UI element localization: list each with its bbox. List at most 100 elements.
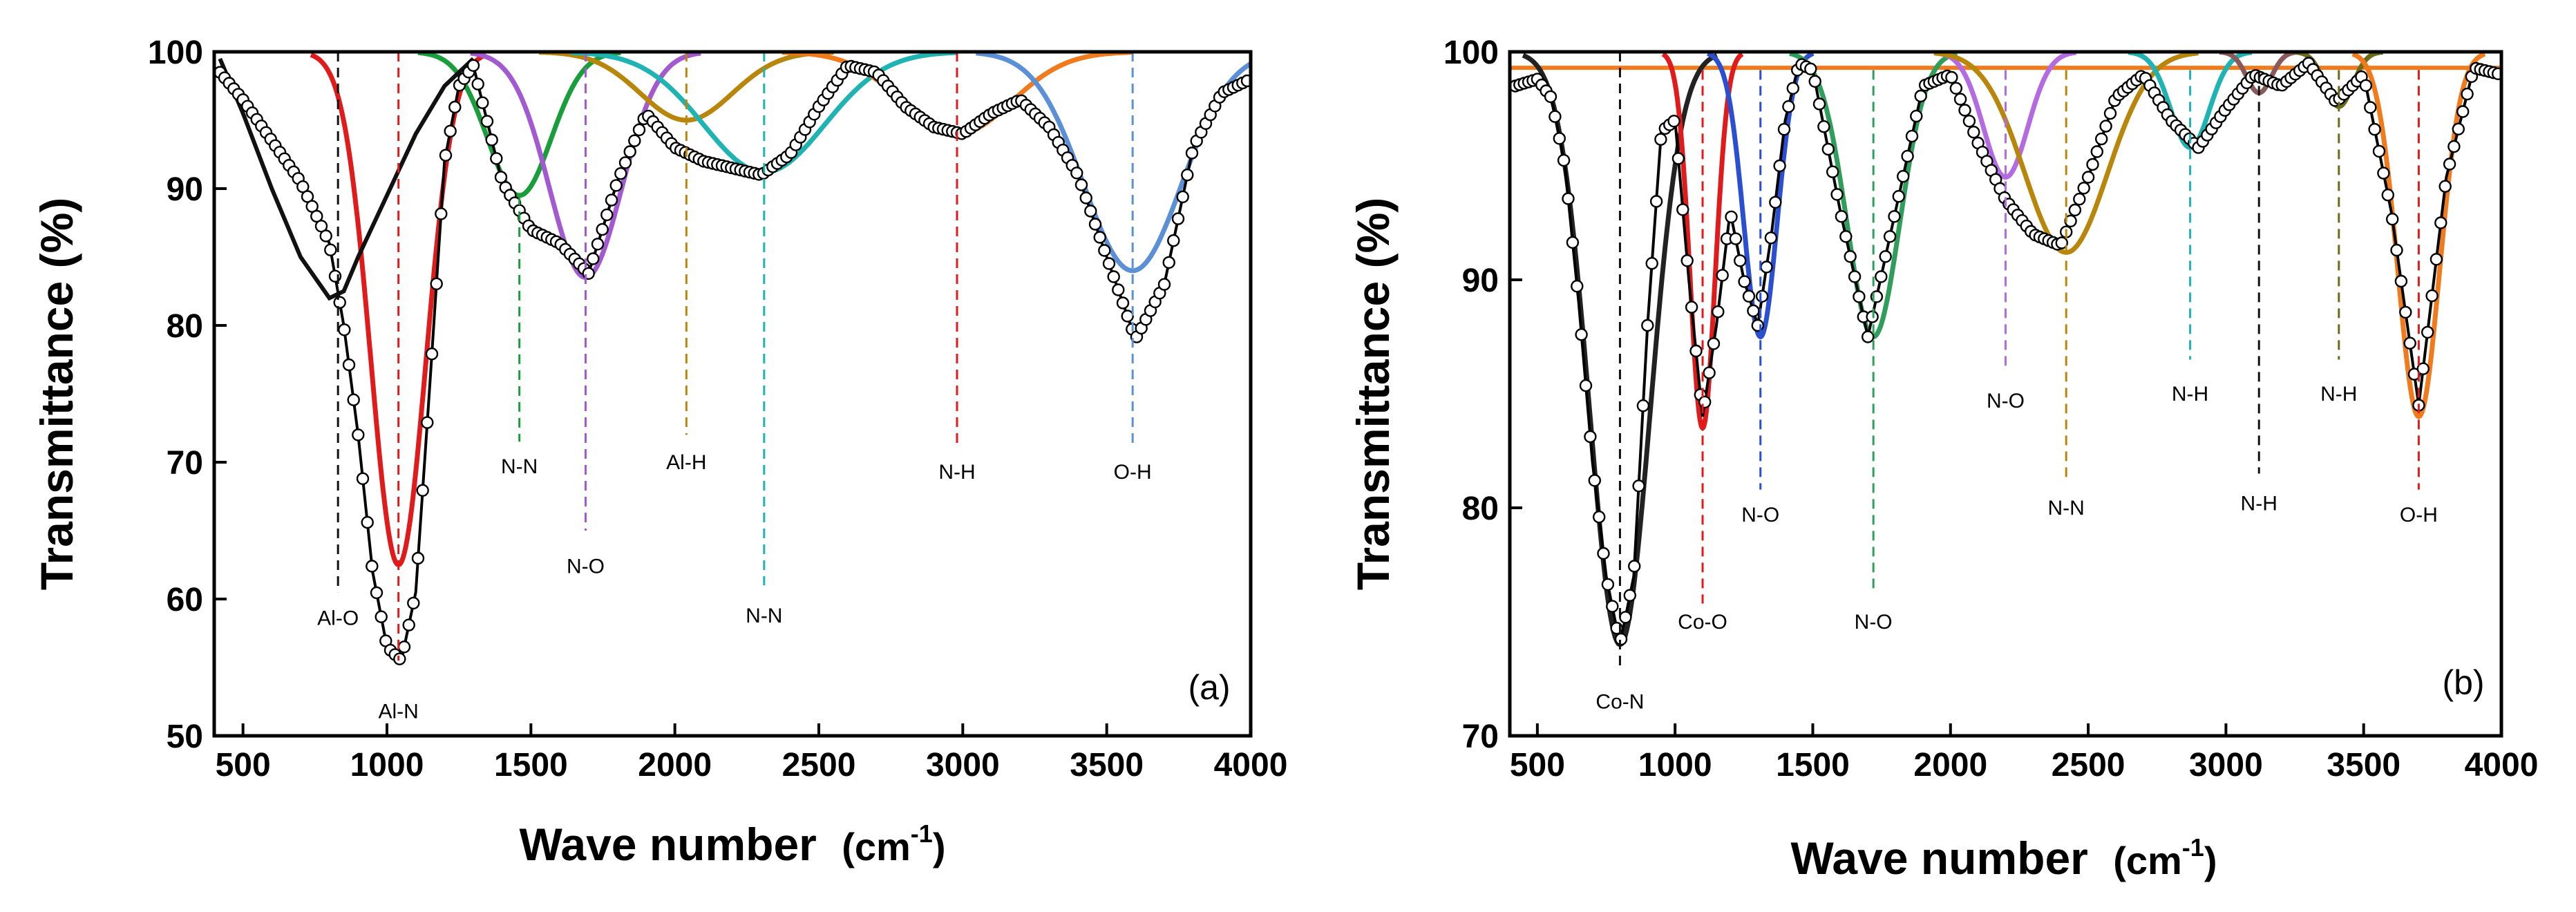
measured-point <box>366 560 379 573</box>
measured-point <box>1645 257 1658 270</box>
y-tick-label: 70 <box>1462 719 1499 755</box>
measured-point <box>1102 257 1116 270</box>
measured-point <box>333 296 346 309</box>
measured-point <box>1826 165 1839 178</box>
x-tick-label: 3000 <box>926 747 1000 783</box>
measured-point <box>1116 296 1130 310</box>
measured-point <box>2081 171 2095 184</box>
measured-point <box>2461 87 2474 101</box>
measured-point <box>1712 305 1725 319</box>
measured-point <box>1181 168 1194 182</box>
y-tick-label: 50 <box>167 719 203 755</box>
measured-point <box>439 149 453 162</box>
fit-curve-o-h-9 <box>2351 52 2486 419</box>
annotation-label-n-h-7: N-H <box>2241 492 2277 515</box>
measured-point <box>1632 479 1645 493</box>
measured-point <box>2447 140 2461 153</box>
measured-spectrum-line <box>1515 61 2501 645</box>
measured-point <box>1901 149 1914 163</box>
measured-point <box>347 393 360 406</box>
measured-point <box>494 171 508 184</box>
measured-point <box>2394 274 2408 288</box>
measured-point <box>1782 99 1795 113</box>
panel-a-chart: Al-O Al-N N-N N-O Al-H N-N N-H O-H 500 1000 1500 2… <box>31 35 1287 870</box>
measured-point <box>1680 254 1694 267</box>
measured-point <box>1839 230 1853 243</box>
measured-point <box>1544 90 1557 104</box>
measured-point <box>2064 214 2077 228</box>
measured-point <box>2385 213 2399 226</box>
measured-point <box>1619 611 1632 624</box>
measured-point <box>2421 325 2434 339</box>
measured-point <box>1636 399 1650 412</box>
measured-point <box>2434 216 2447 229</box>
measured-point <box>448 100 462 114</box>
x-tick-label: 1000 <box>1638 747 1712 783</box>
measured-point <box>1176 190 1189 204</box>
annotation-label-o-h-7: O-H <box>1114 461 1152 484</box>
measured-point <box>2077 182 2090 195</box>
annotation-label-al-o-0: Al-O <box>317 607 359 630</box>
x-tick-label: 2000 <box>1913 747 1987 783</box>
y-tick-label: 90 <box>1462 263 1499 299</box>
measured-point <box>1592 511 1606 524</box>
measured-point <box>1733 254 1747 267</box>
measured-point <box>628 134 641 147</box>
measured-point <box>1167 234 1180 247</box>
measured-point <box>1747 304 1760 318</box>
x-tick-label: 500 <box>1510 747 1565 783</box>
measured-point <box>352 428 365 441</box>
measured-point <box>2456 105 2470 118</box>
measured-point <box>1910 109 1923 123</box>
annotation-label-co-o-1: Co-O <box>1678 611 1727 634</box>
measured-point <box>1773 159 1786 173</box>
measured-point <box>1553 132 1566 145</box>
fit-curve-n-n-2 <box>417 52 621 198</box>
measured-point <box>1162 256 1175 269</box>
annotation-label-n-o-2: N-O <box>1741 504 1779 526</box>
measured-point <box>1597 547 1610 560</box>
annotation-label-al-h-4: Al-H <box>666 451 706 474</box>
measured-point <box>1685 301 1698 314</box>
measured-point <box>1707 337 1721 350</box>
x-tick-label: 3500 <box>1070 747 1144 783</box>
measured-point <box>435 207 448 220</box>
panel-a-y-axis-title: Transmittance (%) <box>31 198 82 590</box>
measured-point <box>1070 167 1083 180</box>
panel-b-x-axis-title: Wave number (cm-1) <box>1791 833 2217 884</box>
measured-point <box>623 145 636 158</box>
x-tick-label: 4000 <box>2465 747 2539 783</box>
measured-point <box>2425 289 2438 303</box>
measured-point <box>1883 230 1897 243</box>
measured-point <box>485 133 498 146</box>
measured-point <box>1817 120 1830 133</box>
panel-b-measured-spectrum <box>1510 57 2501 646</box>
measured-point <box>2364 101 2377 114</box>
panel-b-y-axis-title: Transmittance (%) <box>1347 198 1399 590</box>
panel-a-measured-spectrum <box>214 59 1251 665</box>
measured-point <box>2443 158 2456 171</box>
measured-point <box>1584 430 1597 444</box>
measured-point <box>356 472 370 485</box>
measured-point <box>1866 310 1879 323</box>
measured-point <box>2073 193 2086 206</box>
measured-point <box>1641 319 1654 332</box>
measured-point <box>1601 578 1615 591</box>
annotation-label-n-n-5: N-N <box>2048 497 2085 520</box>
measured-point <box>1171 212 1185 225</box>
measured-point <box>2399 305 2412 319</box>
measured-point <box>1112 283 1125 296</box>
measured-point <box>1725 210 1738 224</box>
panel-a-plot-frame <box>212 50 1253 738</box>
measured-point <box>1588 474 1602 487</box>
measured-point <box>1896 169 1910 183</box>
measured-point <box>393 652 406 665</box>
measured-point <box>416 484 429 497</box>
measured-point <box>1107 270 1120 283</box>
measured-point <box>1627 560 1641 573</box>
panel-a-annotations: Al-O Al-N N-N N-O Al-H N-N N-H O-H <box>317 52 1152 723</box>
measured-point <box>2359 79 2373 93</box>
x-tick-label: 2500 <box>782 747 856 783</box>
measured-point <box>1949 82 1963 95</box>
